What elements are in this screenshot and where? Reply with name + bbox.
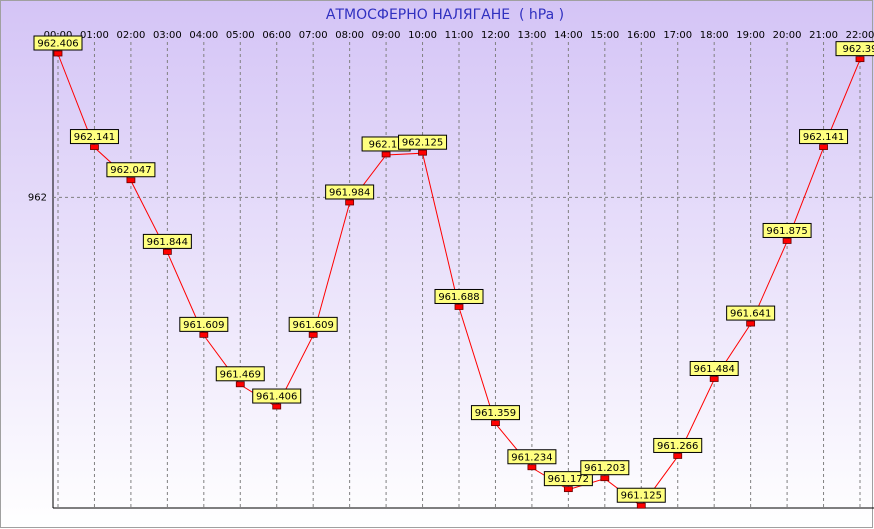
x-tick-label: 13:00 (517, 30, 546, 41)
x-tick-label: 09:00 (372, 30, 401, 41)
x-tick-label: 17:00 (663, 30, 692, 41)
value-label: 962.047 (110, 165, 151, 176)
marker (308, 331, 318, 338)
marker (491, 420, 500, 427)
value-label-box (398, 134, 448, 150)
x-tick-label: 21:00 (809, 30, 838, 41)
value-label: 961.984 (329, 187, 370, 198)
marker (819, 144, 828, 150)
marker (746, 320, 756, 327)
value-label: 961.688 (438, 292, 479, 303)
x-tick-label: 00:00 (44, 30, 73, 41)
value-label-box (69, 129, 119, 145)
marker (162, 249, 172, 255)
marker (272, 403, 282, 410)
value-label-box (142, 233, 192, 249)
marker (600, 475, 610, 482)
marker (126, 177, 136, 184)
value-label-box (470, 405, 520, 421)
x-tick-label: 06:00 (262, 30, 291, 41)
value-label: 961.266 (657, 441, 698, 452)
value-label-box (507, 449, 557, 465)
value-label: 961.234 (511, 452, 552, 463)
marker (381, 151, 391, 158)
y-tick-label: 962 (28, 192, 47, 203)
marker (53, 50, 63, 57)
value-label-box (252, 388, 302, 404)
marker (782, 238, 792, 244)
value-label: 961.484 (694, 364, 735, 375)
value-label: 961.172 (548, 474, 589, 485)
x-tick-label: 05:00 (226, 30, 255, 41)
x-tick-label: 07:00 (299, 30, 328, 41)
value-label: 962.141 (74, 132, 115, 143)
value-label-box (616, 487, 666, 503)
x-tick-label: 04:00 (189, 30, 218, 41)
value-label-box (653, 437, 703, 453)
x-tick-label: 12:00 (481, 30, 510, 41)
value-label-box (288, 316, 338, 332)
x-tick-label: 02:00 (116, 30, 145, 41)
x-tick-label: 19:00 (736, 30, 765, 41)
value-label-box (33, 35, 83, 51)
marker (855, 56, 865, 63)
value-label-box (106, 162, 156, 178)
value-label-box (689, 360, 739, 376)
value-label: 962.141 (803, 132, 844, 143)
marker (90, 144, 99, 150)
x-tick-label: 22:00 (846, 30, 874, 41)
value-label-box (762, 222, 812, 238)
x-tick-label: 10:00 (408, 30, 437, 41)
value-label-box (726, 305, 776, 321)
value-label: 961.875 (766, 226, 807, 237)
value-label: 961.125 (621, 491, 662, 502)
value-label: 961.469 (220, 369, 261, 380)
value-label: 961.406 (256, 392, 297, 403)
value-label: 961.359 (475, 408, 516, 419)
x-tick-label: 11:00 (445, 30, 474, 41)
value-label: 962.12 (369, 139, 404, 150)
value-label: 962.406 (37, 39, 78, 50)
value-label-box (434, 288, 484, 304)
marker (673, 453, 683, 459)
value-label-box (325, 184, 375, 200)
value-label: 961.609 (293, 320, 334, 331)
value-label: 961.641 (730, 309, 771, 320)
x-tick-label: 08:00 (335, 30, 364, 41)
value-label: 961.203 (584, 463, 625, 474)
marker (345, 199, 355, 206)
value-label-box (179, 316, 229, 332)
x-tick-label: 20:00 (773, 30, 802, 41)
x-tick-label: 14:00 (554, 30, 583, 41)
marker (235, 381, 245, 388)
value-label: 961.844 (147, 237, 188, 248)
x-tick-label: 01:00 (80, 30, 109, 41)
value-label: 962.125 (402, 138, 443, 149)
chart-title: АТМОСФЕРНО НАЛЯГАНЕ ( hPa ) (326, 7, 564, 23)
value-label: 962.39 (843, 44, 874, 55)
marker (199, 331, 209, 338)
x-tick-label: 18:00 (700, 30, 729, 41)
value-label-box (215, 366, 265, 382)
marker (636, 502, 646, 509)
marker (527, 464, 537, 471)
x-tick-label: 03:00 (153, 30, 182, 41)
marker (454, 304, 464, 310)
marker (563, 486, 573, 493)
value-label: 961.609 (183, 320, 224, 331)
x-tick-label: 16:00 (627, 30, 656, 41)
marker (709, 376, 719, 382)
x-tick-label: 15:00 (590, 30, 619, 41)
marker (418, 149, 427, 156)
value-label-box (799, 129, 849, 145)
value-label-box (835, 41, 874, 57)
value-label-box (580, 460, 630, 476)
